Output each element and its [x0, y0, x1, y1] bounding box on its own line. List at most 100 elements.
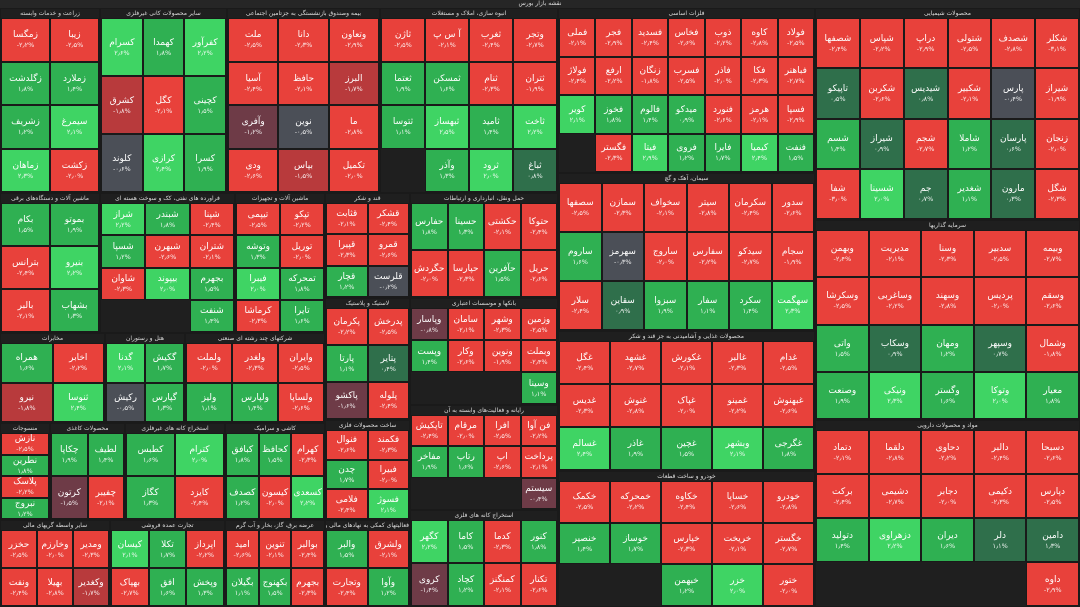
stock-tile[interactable]: غنوش -۲٫۸%: [610, 384, 661, 427]
stock-tile[interactable]: شبهرن -۲٫۶%: [145, 235, 190, 268]
stock-tile[interactable]: کسرا ۱٫۹%: [184, 134, 226, 192]
stock-tile[interactable]: شکلر -۳٫۱%: [1035, 18, 1079, 69]
stock-tile[interactable]: شسینا ۲٫۰%: [859, 168, 904, 219]
stock-tile[interactable]: هرمز -۲٫۱%: [741, 95, 778, 134]
stock-tile[interactable]: غسالم ۲٫۴%: [559, 427, 610, 470]
stock-tile[interactable]: پلوله -۲٫۴%: [367, 382, 409, 419]
stock-tile[interactable]: زنجان -۲٫۰%: [1035, 118, 1079, 169]
stock-tile[interactable]: کیسون -۲٫۰%: [258, 476, 292, 519]
stock-tile[interactable]: کهمدا ۱٫۸%: [142, 18, 185, 76]
stock-tile[interactable]: کچاد ۱٫۲%: [447, 563, 484, 606]
stock-tile[interactable]: لطیف ۱٫۴%: [87, 433, 124, 476]
stock-tile[interactable]: سامان -۲٫۱%: [447, 308, 484, 340]
stock-tile[interactable]: گپارس ۱٫۳%: [145, 382, 184, 422]
stock-tile[interactable]: وسقم -۲٫۶%: [1026, 277, 1079, 325]
stock-tile[interactable]: سهرمز -۰٫۳%: [601, 232, 644, 281]
stock-tile[interactable]: کیسان ۲٫۱%: [111, 530, 149, 568]
stock-tile[interactable]: خزر ۲٫۰%: [712, 564, 763, 606]
stock-tile[interactable]: فن آوا -۲٫۲%: [520, 415, 557, 447]
stock-tile[interactable]: فکمند -۲٫۳%: [367, 430, 409, 460]
stock-tile[interactable]: بجهرم -۲٫۳%: [291, 568, 324, 606]
stock-tile[interactable]: ثنوسا ۲٫۴%: [52, 382, 104, 422]
stock-tile[interactable]: کلوند -۰٫۶%: [101, 134, 143, 192]
stock-tile[interactable]: سفارس -۲٫۲%: [686, 232, 729, 281]
stock-tile[interactable]: بپاس -۱٫۵%: [278, 148, 329, 192]
stock-tile[interactable]: پدرخش -۲٫۵%: [367, 308, 409, 345]
stock-tile[interactable]: کسعدی ۲٫۲%: [291, 476, 324, 519]
stock-tile[interactable]: ختور -۲٫۰%: [763, 564, 814, 606]
stock-tile[interactable]: وکار -۲٫۶%: [447, 340, 484, 372]
stock-tile[interactable]: پردیس -۲٫۰%: [973, 277, 1027, 325]
stock-tile[interactable]: بجهرم ۱٫۵%: [189, 267, 234, 300]
stock-tile[interactable]: خساپا -۲٫۶%: [712, 481, 763, 523]
stock-tile[interactable]: سهگمت ۲٫۳%: [771, 281, 814, 330]
stock-tile[interactable]: غکورش -۲٫۱%: [661, 341, 712, 384]
stock-tile[interactable]: ثمسکن ۱٫۶%: [425, 61, 469, 105]
stock-tile[interactable]: بیپوند ۲٫۰%: [145, 267, 190, 300]
stock-tile[interactable]: دیران ۱٫۶%: [921, 518, 974, 562]
stock-tile[interactable]: حکشتی -۲٫۱%: [484, 203, 521, 250]
stock-tile[interactable]: تپکو -۲٫۲%: [280, 203, 324, 236]
stock-tile[interactable]: تکلا ۱٫۷%: [148, 530, 187, 568]
stock-tile[interactable]: ولملت -۲٫۰%: [186, 343, 232, 383]
stock-tile[interactable]: کروی -۱٫۴%: [411, 563, 448, 606]
stock-tile[interactable]: زنگان -۱٫۸%: [631, 56, 669, 95]
stock-tile[interactable]: کایزد -۲٫۴%: [175, 476, 224, 519]
stock-tile[interactable]: بترانس -۲٫۴%: [1, 246, 50, 289]
stock-tile[interactable]: کطبس ۱٫۶%: [126, 433, 175, 476]
stock-tile[interactable]: فباهنر -۲٫۷%: [777, 56, 814, 95]
stock-tile[interactable]: والبر ۱٫۵%: [326, 530, 368, 568]
stock-tile[interactable]: وبیمه -۲٫۷%: [1026, 230, 1079, 278]
stock-tile[interactable]: سدبیر -۲٫۵%: [973, 230, 1027, 278]
stock-tile[interactable]: غچین ۱٫۵%: [661, 427, 712, 470]
stock-tile[interactable]: شیراز ۰٫۹%: [859, 118, 904, 169]
stock-tile[interactable]: غگل -۲٫۴%: [559, 341, 610, 384]
stock-tile[interactable]: وسهند -۲٫۸%: [921, 277, 974, 325]
stock-tile[interactable]: غاذر ۱٫۹%: [610, 427, 661, 470]
stock-tile[interactable]: دسبحا -۲٫۶%: [1026, 430, 1079, 474]
stock-tile[interactable]: چفیبر -۲٫۱%: [87, 476, 124, 519]
stock-tile[interactable]: وبهمن -۲٫۴%: [816, 230, 869, 278]
stock-tile[interactable]: وتجر -۲٫۷%: [513, 18, 557, 62]
stock-tile[interactable]: آسیا -۲٫۴%: [228, 61, 279, 105]
stock-tile[interactable]: بنیرو ۲٫۲%: [50, 246, 99, 289]
stock-tile[interactable]: شتولی -۲٫۵%: [947, 18, 992, 69]
stock-tile[interactable]: کاوه -۲٫۸%: [741, 18, 778, 57]
stock-tile[interactable]: تاپکیش -۲٫۴%: [411, 415, 448, 447]
stock-tile[interactable]: فلامی -۲٫۴%: [326, 489, 368, 519]
stock-tile[interactable]: کرماشا -۲٫۳%: [236, 299, 280, 332]
stock-tile[interactable]: سیدکو -۲٫۷%: [729, 232, 772, 281]
stock-tile[interactable]: کاما ۱٫۵%: [447, 520, 484, 563]
stock-tile[interactable]: حسینا ۱٫۳%: [447, 203, 484, 250]
stock-tile[interactable]: حگردش -۲٫۰%: [411, 250, 448, 297]
stock-tile[interactable]: دانا -۲٫۳%: [278, 18, 329, 62]
stock-tile[interactable]: وشمال -۱٫۸%: [1026, 324, 1079, 372]
stock-tile[interactable]: افرا -۲٫۵%: [484, 415, 521, 447]
stock-tile[interactable]: وصنعت ۱٫۹%: [816, 371, 869, 419]
stock-tile[interactable]: فجر -۲٫۹%: [595, 18, 632, 57]
stock-tile[interactable]: دحاوی -۲٫۲%: [921, 430, 974, 474]
stock-tile[interactable]: فگستر -۲٫۳%: [595, 133, 632, 172]
stock-tile[interactable]: شغدیر ۱٫۱%: [947, 168, 992, 219]
stock-tile[interactable]: فالوم ۱٫۴%: [631, 95, 669, 134]
stock-tile[interactable]: شصدف -۲٫۸%: [991, 18, 1036, 69]
stock-tile[interactable]: کگل -۲٫۱%: [142, 76, 185, 134]
stock-tile[interactable]: تاپیکو ۰٫۵%: [816, 68, 860, 119]
stock-tile[interactable]: بموتو ۱٫۹%: [50, 203, 99, 246]
stock-tile[interactable]: زیبا -۲٫۵%: [50, 18, 99, 62]
stock-tile[interactable]: ولپارس ۱٫۴%: [232, 382, 278, 422]
stock-tile[interactable]: ودی -۲٫۶%: [228, 148, 279, 192]
stock-tile[interactable]: بهپاک -۲٫۷%: [111, 568, 149, 606]
stock-tile[interactable]: سیمرغ ۲٫۱%: [50, 105, 99, 149]
stock-tile[interactable]: ومدیر -۲٫۳%: [73, 530, 109, 568]
stock-tile[interactable]: غبهنوش -۲٫۶%: [763, 384, 814, 427]
stock-tile[interactable]: ارفع -۲٫۲%: [595, 56, 632, 95]
stock-tile[interactable]: شپاس -۲٫۲%: [859, 18, 904, 69]
stock-tile[interactable]: تنوین -۲٫۱%: [258, 530, 292, 568]
stock-tile[interactable]: نازش -۲٫۵%: [1, 433, 49, 455]
stock-tile[interactable]: کویر ۲٫۱%: [559, 95, 596, 134]
stock-tile[interactable]: کیمیا ۲٫۴%: [741, 133, 778, 172]
stock-tile[interactable]: زمگسا -۲٫۲%: [1, 18, 50, 62]
stock-tile[interactable]: مدیریت -۲٫۱%: [868, 230, 922, 278]
stock-tile[interactable]: ساروج -۲٫۰%: [644, 232, 687, 281]
